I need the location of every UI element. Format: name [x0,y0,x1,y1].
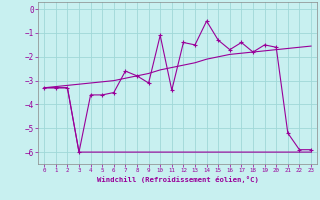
X-axis label: Windchill (Refroidissement éolien,°C): Windchill (Refroidissement éolien,°C) [97,176,259,183]
